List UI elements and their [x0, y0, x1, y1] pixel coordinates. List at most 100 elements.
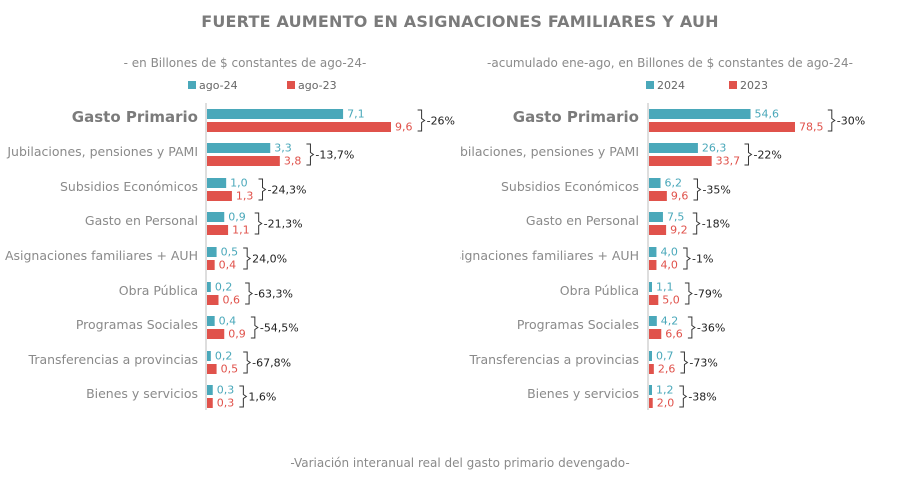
left-variation-bracket — [258, 178, 267, 201]
right-variation-bracket — [684, 282, 693, 305]
right-variation-bracket — [827, 109, 836, 132]
right-data-label-2024: 26,3 — [702, 142, 727, 155]
left-bar-ago-23 — [207, 398, 213, 408]
left-bar-ago-24 — [207, 316, 215, 326]
right-variation-label: -1% — [692, 253, 713, 266]
left-bar-ago-23 — [207, 225, 229, 235]
right-category-label: Asignaciones familiares + AUH — [460, 248, 639, 263]
right-data-label-2024: 4,2 — [661, 315, 679, 328]
right-data-label-2023: 4,0 — [660, 259, 678, 272]
left-bar-ago-23 — [207, 364, 217, 374]
right-data-label-2023: 6,6 — [665, 328, 683, 341]
left-variation-label: -54,5% — [260, 322, 299, 335]
right-category-label: Subsidios Económicos — [501, 179, 639, 194]
right-variation-label: -35% — [702, 184, 730, 197]
left-variation-bracket — [243, 247, 252, 270]
left-bar-ago-23 — [207, 191, 232, 201]
left-variation-label: -24,3% — [268, 184, 307, 197]
right-data-label-2024: 54,6 — [755, 108, 780, 121]
right-variation-label: -18% — [702, 218, 730, 231]
left-variation-bracket — [250, 316, 259, 339]
right-data-label-2023: 5,0 — [662, 294, 680, 307]
left-variation-bracket — [306, 143, 315, 166]
left-legend-label-2: ago-23 — [298, 79, 337, 92]
right-bar-2024 — [649, 178, 661, 188]
left-category-label: Programas Sociales — [76, 317, 198, 332]
right-bar-2024 — [649, 351, 652, 361]
right-variation-bracket — [744, 143, 753, 166]
right-bar-2023 — [649, 329, 662, 339]
right-bar-2024 — [649, 247, 657, 257]
page-title: FUERTE AUMENTO EN ASIGNACIONES FAMILIARE… — [201, 12, 719, 31]
right-bar-2023 — [649, 191, 667, 201]
left-bar-ago-24 — [207, 282, 211, 292]
right-category-label: Gasto Primario — [513, 108, 639, 126]
right-variation-bracket — [683, 247, 691, 270]
left-data-label-ago-24: 0,2 — [215, 350, 233, 363]
right-bar-2024 — [649, 143, 698, 153]
left-variation-label: -26% — [427, 115, 455, 128]
left-bar-ago-23 — [207, 260, 215, 270]
left-data-label-ago-23: 0,5 — [221, 363, 239, 376]
left-data-label-ago-23: 0,6 — [223, 294, 241, 307]
left-data-label-ago-23: 0,9 — [228, 328, 246, 341]
right-legend-swatch-1 — [646, 81, 654, 89]
right-bar-2024 — [649, 282, 652, 292]
left-bar-ago-23 — [207, 122, 391, 132]
left-bar-ago-24 — [207, 178, 227, 188]
right-category-label: Bienes y servicios — [527, 386, 639, 401]
right-legend-label-2: 2023 — [740, 79, 768, 92]
right-category-label: Obra Pública — [560, 283, 639, 298]
right-bar-2023 — [649, 295, 659, 305]
left-variation-bracket — [417, 109, 426, 132]
right-bar-2024 — [649, 316, 657, 326]
right-chart-subtitle: -acumulado ene-ago, en Billones de $ con… — [487, 56, 853, 70]
left-legend-swatch-2 — [287, 81, 295, 89]
left-bar-ago-24 — [207, 143, 271, 153]
left-data-label-ago-24: 7,1 — [347, 108, 365, 121]
left-category-label: Gasto Primario — [72, 108, 198, 126]
right-data-label-2024: 1,1 — [656, 281, 674, 294]
right-variation-bracket — [679, 385, 688, 408]
left-chart-subtitle: - en Billones de $ constantes de ago-24- — [124, 56, 367, 70]
right-data-label-2024: 4,0 — [660, 246, 678, 259]
right-data-label-2023: 9,6 — [671, 190, 689, 203]
chart-right: -acumulado ene-ago, en Billones de $ con… — [460, 56, 865, 410]
left-bar-ago-23 — [207, 156, 280, 166]
right-data-label-2024: 6,2 — [665, 177, 683, 190]
left-variation-label: -63,3% — [254, 288, 293, 301]
left-data-label-ago-24: 0,4 — [219, 315, 237, 328]
left-category-label: Gasto en Personal — [85, 213, 198, 228]
left-category-label: Subsidios Económicos — [60, 179, 198, 194]
right-variation-bracket — [687, 316, 696, 339]
left-variation-label: -21,3% — [264, 218, 303, 231]
left-bar-ago-24 — [207, 247, 217, 257]
left-variation-label: 1,6% — [248, 391, 276, 404]
left-category-label: Jubilaciones, pensiones y PAMI — [6, 144, 198, 159]
left-data-label-ago-24: 0,5 — [221, 246, 239, 259]
left-legend-swatch-1 — [188, 81, 196, 89]
left-variation-label: -13,7% — [315, 149, 354, 162]
footer-note: -Variación interanual real del gasto pri… — [290, 456, 630, 470]
left-variation-label: -67,8% — [252, 357, 291, 370]
left-variation-bracket — [239, 385, 248, 408]
right-variation-bracket — [693, 178, 702, 201]
left-variation-bracket — [254, 212, 263, 235]
left-data-label-ago-23: 1,3 — [236, 190, 254, 203]
right-bar-2024 — [649, 212, 663, 222]
left-data-label-ago-23: 0,3 — [217, 397, 235, 410]
left-bar-ago-24 — [207, 212, 225, 222]
right-variation-label: -22% — [753, 149, 781, 162]
left-bar-ago-23 — [207, 329, 225, 339]
right-bar-2023 — [649, 398, 653, 408]
right-bar-2023 — [649, 364, 654, 374]
left-category-label: Asignaciones familiares + AUH — [5, 248, 198, 263]
left-variation-bracket — [245, 282, 254, 305]
right-category-label: Programas Sociales — [517, 317, 639, 332]
right-bar-2023 — [649, 122, 795, 132]
right-bar-2023 — [649, 156, 712, 166]
right-legend-swatch-2 — [729, 81, 737, 89]
right-bar-2024 — [649, 385, 652, 395]
right-data-label-2023: 2,6 — [658, 363, 676, 376]
right-variation-label: -30% — [837, 115, 865, 128]
